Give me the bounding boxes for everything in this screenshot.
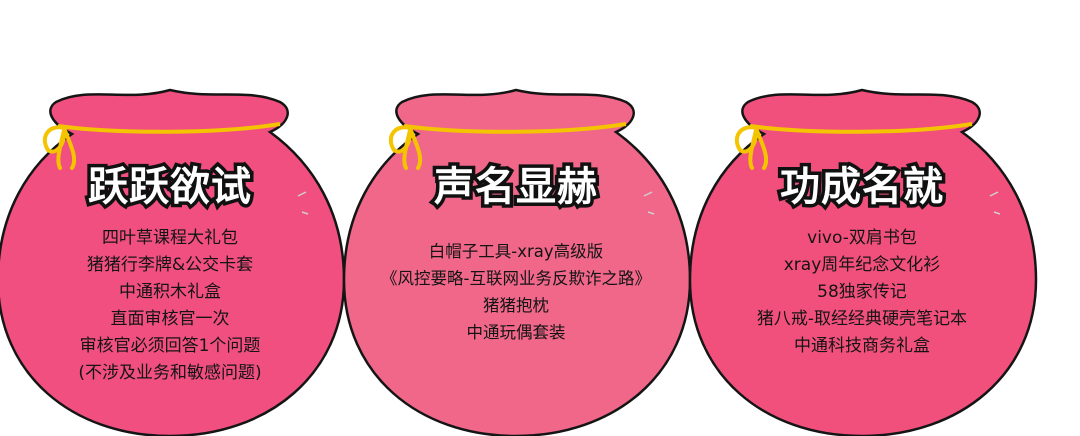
bag-title: 声名显赫 xyxy=(431,161,601,214)
prize-item: 审核官必须回答1个问题 xyxy=(79,336,261,356)
prize-item: 四叶草课程大礼包 xyxy=(102,228,238,248)
lucky-bag-1: 跃跃欲试 四叶草课程大礼包 猪猪行李牌&公交卡套 中通积木礼盒 直面审核官一次 … xyxy=(0,84,346,436)
prize-item: (不涉及业务和敏感问题) xyxy=(78,363,262,383)
prize-item: 猪八戒-取经经典硬壳笔记本 xyxy=(756,309,968,329)
prize-item: vivo-双肩书包 xyxy=(807,228,917,248)
bag-string xyxy=(749,122,973,134)
prize-list: 白帽子工具-xray高级版 《风控要略-互联网业务反欺诈之路》 猪猪抱枕 中通玩… xyxy=(344,238,688,346)
prize-item: 猪猪行李牌&公交卡套 xyxy=(86,255,254,275)
lucky-bag-1-shape xyxy=(0,88,346,436)
bag-string xyxy=(57,122,281,134)
prize-list: vivo-双肩书包 xray周年纪念文化衫 58独家传记 猪八戒-取经经典硬壳笔… xyxy=(690,225,1034,360)
lucky-bag-3-shape xyxy=(688,88,1038,436)
sparkle-mark xyxy=(297,191,309,215)
bag-body xyxy=(0,88,346,436)
prize-item: 中通科技商务礼盒 xyxy=(794,336,930,356)
bag-body xyxy=(688,88,1038,436)
prize-item: 中通玩偶套装 xyxy=(466,323,566,342)
bag-knot xyxy=(42,125,77,170)
prize-list: 四叶草课程大礼包 猪猪行李牌&公交卡套 中通积木礼盒 直面审核官一次 审核官必须… xyxy=(0,225,342,387)
bag-title: 跃跃欲试 xyxy=(85,161,255,214)
prize-item: 白帽子工具-xray高级版 xyxy=(428,242,604,261)
bag-string xyxy=(403,122,627,134)
prize-item: 《风控要略-互联网业务反欺诈之路》 xyxy=(381,269,651,288)
lucky-bag-3: 功成名就 vivo-双肩书包 xray周年纪念文化衫 58独家传记 猪八戒-取经… xyxy=(688,84,1038,436)
bag-body xyxy=(342,88,692,436)
sparkle-mark xyxy=(989,191,1001,215)
prize-item: 直面审核官一次 xyxy=(110,309,230,329)
bag-title: 功成名就 xyxy=(777,161,947,214)
prize-item: 58独家传记 xyxy=(817,282,907,302)
lucky-bag-2-shape xyxy=(342,88,692,436)
prize-item: 中通积木礼盒 xyxy=(119,282,221,302)
bag-knot xyxy=(734,125,769,170)
sparkle-mark xyxy=(643,191,655,215)
lucky-bag-2: 声名显赫 白帽子工具-xray高级版 《风控要略-互联网业务反欺诈之路》 猪猪抱… xyxy=(342,84,692,436)
prize-item: 猪猪抱枕 xyxy=(483,296,549,315)
prize-item: xray周年纪念文化衫 xyxy=(783,255,941,275)
bag-knot xyxy=(388,125,423,170)
